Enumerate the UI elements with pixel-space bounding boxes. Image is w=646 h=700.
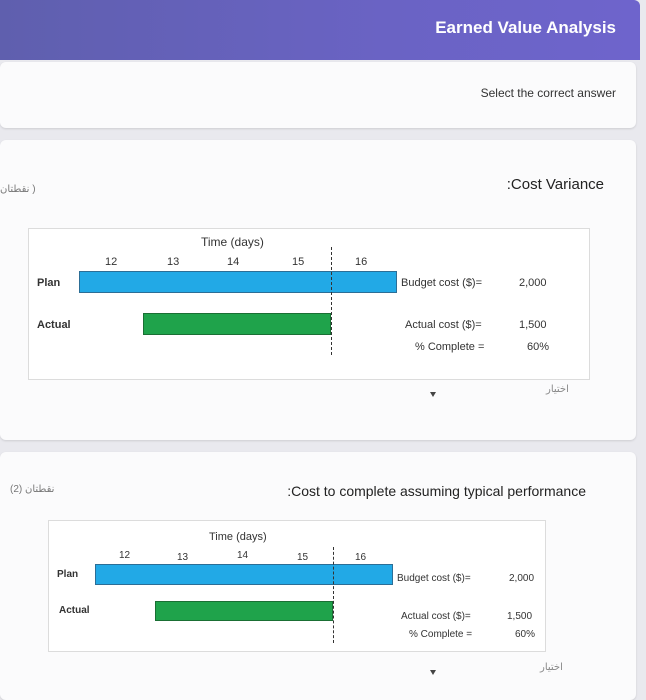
figure-1-tick-13: 13 <box>167 256 180 268</box>
figure-2-tick-16: 16 <box>355 552 367 563</box>
figure-1-actual-bar <box>143 313 331 335</box>
question-1-dropdown-arrow-icon[interactable] <box>430 392 436 397</box>
figure-1-tick-15: 15 <box>292 256 305 268</box>
figure-1-complete-value: 60% <box>527 341 550 353</box>
instructions-text: Select the correct answer <box>480 86 616 100</box>
figure-2-actual-cost-value: 1,500 <box>507 611 533 622</box>
figure-1-tick-16: 16 <box>355 256 368 268</box>
figure-2-budget-value: 2,000 <box>509 573 535 584</box>
figure-2-complete-value: 60% <box>515 629 536 640</box>
figure-1-plan-bar <box>79 271 397 293</box>
figure-2-budget-label: Budget cost ($)= <box>397 573 471 584</box>
instructions-card <box>0 62 636 128</box>
figure-2-tick-12: 12 <box>119 550 131 561</box>
figure-2-actual-cost-label: Actual cost ($)= <box>401 611 471 622</box>
question-1-choose-label[interactable]: اختيار <box>546 384 569 395</box>
figure-2-tick-14: 14 <box>237 550 249 561</box>
figure-1-budget-value: 2,000 <box>519 277 547 289</box>
question-1-title: :Cost Variance <box>506 176 604 193</box>
figure-2-complete-label: % Complete = <box>409 629 473 640</box>
question-2-figure: Time (days) 12 13 14 15 16 Plan Actual B… <box>48 520 546 652</box>
figure-2-actual-bar <box>155 601 333 621</box>
figure-2-plan-bar <box>95 564 393 585</box>
question-2-points: نقطتان (2) <box>10 484 55 495</box>
question-1-points: نقطتان ) <box>0 184 36 195</box>
question-2-title: :Cost to complete assuming typical perfo… <box>287 483 586 499</box>
figure-2-status-line <box>333 547 334 643</box>
figure-1-axis-title: Time (days) <box>201 235 264 249</box>
figure-2-axis-title: Time (days) <box>209 531 267 543</box>
figure-2-tick-13: 13 <box>177 552 189 563</box>
figure-1-complete-label: % Complete = <box>415 341 485 353</box>
figure-1-budget-label: Budget cost ($)= <box>401 277 483 289</box>
figure-1-actual-cost-value: 1,500 <box>519 319 547 331</box>
figure-1-actual-cost-label: Actual cost ($)= <box>405 319 482 331</box>
figure-1-plan-label: Plan <box>37 277 61 289</box>
figure-2-plan-label: Plan <box>57 569 79 580</box>
question-1-figure: Time (days) 12 13 14 15 16 Plan Actual B… <box>28 228 590 380</box>
figure-1-actual-label: Actual <box>37 319 71 331</box>
figure-1-tick-14: 14 <box>227 256 240 268</box>
form-header-banner <box>0 0 640 60</box>
figure-1-status-line <box>331 247 332 355</box>
figure-1-tick-12: 12 <box>105 256 118 268</box>
form-title: Earned Value Analysis <box>435 18 616 37</box>
figure-2-actual-label: Actual <box>59 605 90 616</box>
figure-2-tick-15: 15 <box>297 552 309 563</box>
question-2-choose-label[interactable]: اختيار <box>540 662 563 673</box>
question-2-dropdown-arrow-icon[interactable] <box>430 670 436 675</box>
